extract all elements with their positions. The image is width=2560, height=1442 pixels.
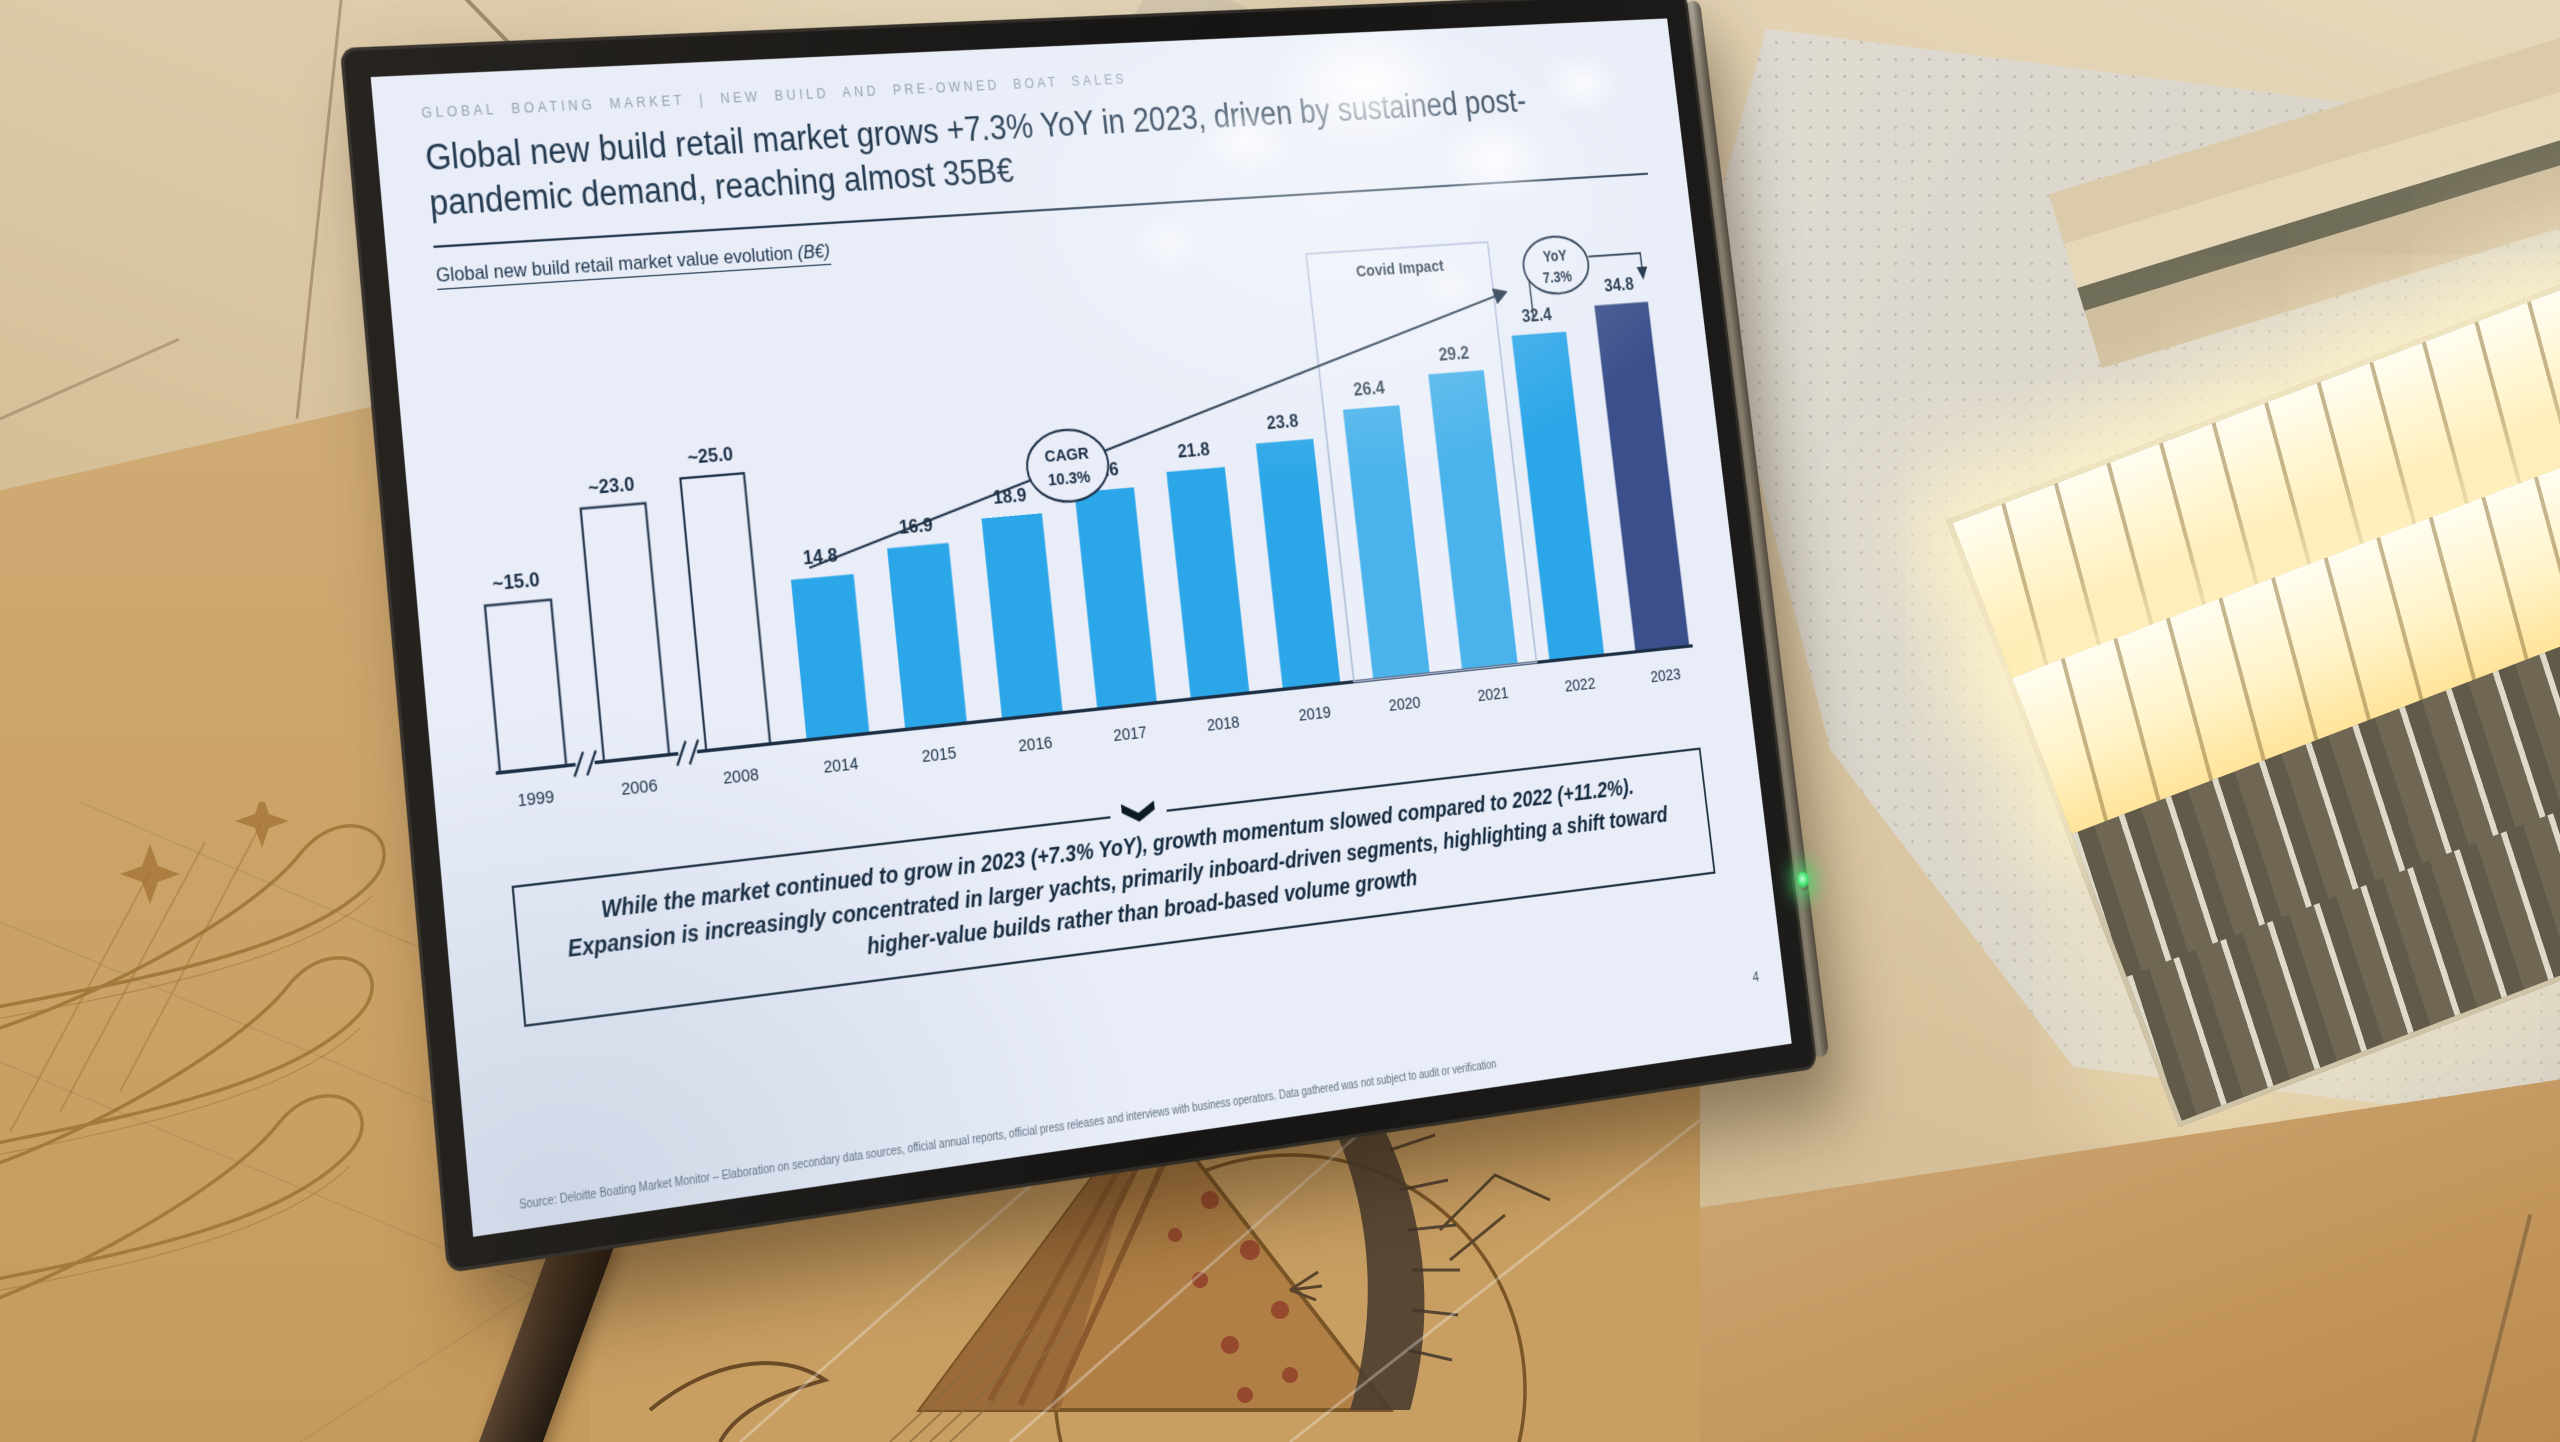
chevron-marker — [1109, 799, 1168, 825]
bar-2017 — [1074, 487, 1157, 709]
bar-value-2019: 23.8 — [1265, 409, 1299, 433]
covid-impact-box — [1306, 242, 1536, 682]
axis-year-2015: 2015 — [921, 743, 957, 766]
yoy-bubble — [1520, 234, 1591, 295]
power-led — [1796, 870, 1811, 892]
bar-1999 — [485, 599, 566, 772]
axis-year-1999: 1999 — [517, 787, 556, 811]
bar-chart-svg: ~15.0 1999 ~23.0 2006 ~25.0 2008 14.8 2014 16.9 2… — [439, 225, 1714, 858]
axis-year-2014: 2014 — [823, 754, 860, 777]
bar-value-2022: 32.4 — [1520, 303, 1553, 326]
bar-2018 — [1166, 466, 1250, 699]
bar-value-2018: 21.8 — [1176, 437, 1210, 461]
bar-2019 — [1255, 438, 1341, 690]
bar-2015 — [887, 542, 967, 730]
axis-year-2016: 2016 — [1018, 733, 1054, 756]
bar-2023 — [1594, 301, 1690, 652]
mural-feather-fringe — [1335, 1120, 1425, 1410]
bar-2008 — [680, 473, 770, 750]
bar-value-2023: 34.8 — [1603, 273, 1635, 296]
axis-year-2022: 2022 — [1564, 674, 1597, 695]
page-number: 4 — [1751, 967, 1760, 986]
bar-value-2016: 18.9 — [992, 483, 1027, 508]
bar-value-2014: 14.8 — [802, 543, 839, 569]
bar-value-2006: ~23.0 — [587, 471, 635, 498]
bar-2016 — [981, 512, 1063, 719]
wall-mounted-display: GLOBAL BOATING MARKET | NEW BUILD AND PR… — [340, 0, 1818, 1273]
axis-year-2023: 2023 — [1650, 665, 1682, 686]
covid-impact-label: Covid Impact — [1355, 256, 1445, 280]
bar-value-2015: 16.9 — [898, 512, 934, 537]
bar-chart: ~15.0 1999 ~23.0 2006 ~25.0 2008 14.8 2014 16.9 2… — [439, 225, 1715, 864]
cagr-label: CAGR — [1044, 443, 1090, 465]
bar-2006 — [581, 503, 670, 761]
chart-heading-unit: (B€) — [796, 239, 831, 264]
axis-year-2021: 2021 — [1477, 684, 1510, 706]
axis-year-2020: 2020 — [1388, 693, 1422, 715]
chevron-down-icon — [1121, 800, 1156, 823]
axis-year-2018: 2018 — [1206, 713, 1241, 735]
slide: GLOBAL BOATING MARKET | NEW BUILD AND PR… — [371, 18, 1792, 1236]
ceiling-seam — [295, 0, 344, 419]
yoy-value: 7.3% — [1542, 268, 1573, 287]
mural-horse-line — [648, 1361, 830, 1442]
axis-year-2019: 2019 — [1298, 703, 1332, 725]
cagr-bubble — [1023, 427, 1111, 505]
chart-heading-text: Global new build retail market value evo… — [434, 241, 794, 287]
bar-value-1999: ~15.0 — [491, 567, 540, 594]
axis-break-gap — [574, 750, 596, 777]
axis-year-2006: 2006 — [620, 776, 658, 800]
axis-year-2017: 2017 — [1113, 723, 1148, 746]
display-bezel: GLOBAL BOATING MARKET | NEW BUILD AND PR… — [340, 0, 1818, 1273]
bar-2014 — [790, 573, 870, 740]
yoy-label: YoY — [1542, 247, 1568, 265]
cagr-value: 10.3% — [1047, 467, 1092, 489]
axis-break-gap — [677, 739, 699, 766]
bar-value-2008: ~25.0 — [686, 442, 734, 468]
star-motif — [120, 802, 289, 904]
axis-year-2008: 2008 — [722, 765, 759, 789]
